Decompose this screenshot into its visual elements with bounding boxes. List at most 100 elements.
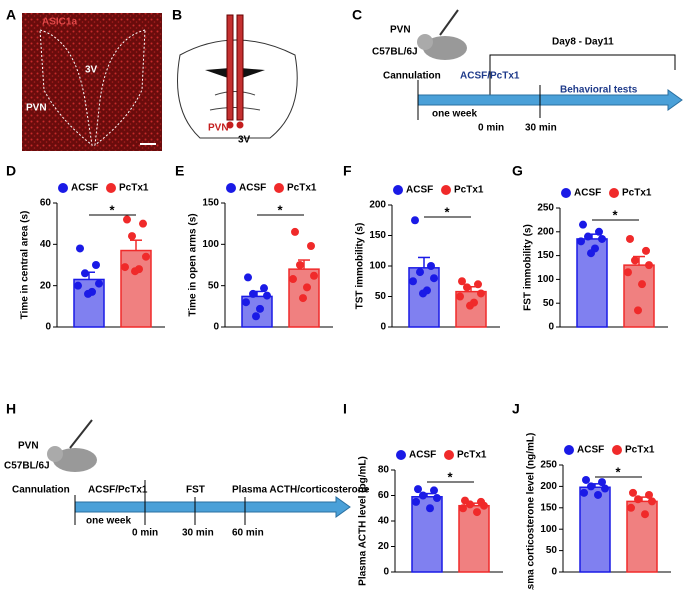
micrograph <box>22 13 162 151</box>
data-point <box>601 484 609 493</box>
significance-label: * <box>615 464 621 479</box>
site-label: PVN <box>390 25 411 36</box>
legend-label: ACSF <box>71 183 98 194</box>
legend-label: ACSF <box>406 185 433 196</box>
panel-a: A ASIC1a 3V PVN <box>6 7 162 151</box>
data-point <box>645 490 653 499</box>
data-point <box>626 234 634 243</box>
y-tick-label: 20 <box>40 280 52 291</box>
data-point <box>289 275 297 284</box>
legend-marker <box>441 185 451 195</box>
step-label: Cannulation <box>383 71 441 82</box>
bar <box>458 504 490 573</box>
data-point <box>81 269 89 278</box>
y-tick-label: 40 <box>378 516 390 527</box>
data-point <box>477 289 485 298</box>
legend-marker <box>564 445 574 455</box>
panel-label: D <box>6 163 16 179</box>
data-point <box>95 279 103 288</box>
significance-label: * <box>612 207 618 222</box>
y-tick-label: 0 <box>548 322 554 333</box>
y-tick-label: 50 <box>375 291 387 302</box>
data-point <box>142 252 150 261</box>
significance-label: * <box>447 469 453 484</box>
panel-label: I <box>343 401 347 417</box>
data-point <box>249 289 257 298</box>
data-point <box>412 497 420 506</box>
panel-label: C <box>352 7 362 23</box>
panel-label: H <box>6 401 16 417</box>
data-point <box>598 234 606 243</box>
data-point <box>634 495 642 504</box>
y-axis-label: Time in open arms (s) <box>188 213 199 316</box>
panel-label: B <box>172 7 182 23</box>
data-point <box>631 256 639 265</box>
data-point <box>430 486 438 495</box>
time-label: 30 min <box>182 528 214 539</box>
y-tick-label: 150 <box>540 502 557 513</box>
data-point <box>426 504 434 513</box>
legend-label: PcTx1 <box>625 445 655 456</box>
panel-c: C PVN C57BL/6J Cannulation Day8 - Day11 … <box>352 7 683 134</box>
data-point <box>291 227 299 236</box>
data-point <box>595 227 603 236</box>
y-tick-label: 0 <box>213 322 219 333</box>
y-axis-label: Plasma ACTH level (pg/mL) <box>358 456 369 586</box>
data-point <box>74 281 82 290</box>
period-label: one week <box>86 516 131 527</box>
time-label: 0 min <box>132 528 158 539</box>
data-point <box>299 294 307 303</box>
panel-h: H PVN C57BL/6J Cannulation ACSF/PcTx1 FS… <box>4 401 370 539</box>
data-point <box>310 271 318 280</box>
legend-marker <box>612 445 622 455</box>
data-point <box>466 500 474 509</box>
data-point <box>256 304 264 313</box>
legend-label: ACSF <box>239 183 266 194</box>
mouse-icon <box>417 34 433 50</box>
legend-marker <box>561 188 571 198</box>
drug-label: ACSF/PcTx1 <box>460 71 520 82</box>
data-point <box>463 283 471 292</box>
y-tick-label: 100 <box>202 239 219 250</box>
data-point <box>307 241 315 250</box>
data-point <box>459 504 467 513</box>
data-point <box>629 488 637 497</box>
timeline-arrow <box>74 496 351 518</box>
data-point <box>430 274 438 283</box>
y-axis-label: Plasma corticosterone level (ng/mL) <box>526 433 537 590</box>
data-point <box>260 284 268 293</box>
bracket <box>489 54 676 97</box>
data-point <box>296 261 304 269</box>
data-point <box>419 491 427 500</box>
significance-label: * <box>444 204 450 219</box>
legend-marker <box>226 183 236 193</box>
tests-label: Behavioral tests <box>560 85 638 96</box>
pvn-dot <box>226 121 234 129</box>
data-point <box>458 277 466 286</box>
data-point <box>638 280 646 289</box>
legend-marker <box>396 450 406 460</box>
data-point <box>263 291 271 300</box>
panel-label: E <box>175 163 184 179</box>
sample-label: Plasma ACTH/corticosterone <box>232 485 370 496</box>
y-tick-label: 0 <box>551 567 557 578</box>
y-tick-label: 250 <box>540 460 557 471</box>
y-tick-label: 200 <box>537 226 554 237</box>
stain-label: ASIC1a <box>42 17 77 28</box>
time-label: 30 min <box>525 123 557 134</box>
brain-structure <box>209 91 261 111</box>
data-point <box>584 232 592 241</box>
legend-marker <box>444 450 454 460</box>
data-point <box>645 261 653 270</box>
data-point <box>627 503 635 512</box>
test-label: FST <box>186 485 205 496</box>
y-tick-label: 50 <box>546 545 558 556</box>
y-tick-label: 0 <box>383 567 389 578</box>
data-point <box>579 220 587 229</box>
y-axis-label: FST immobility (s) <box>523 224 534 311</box>
y-tick-label: 40 <box>40 239 52 250</box>
panel-label: A <box>6 7 16 23</box>
y-tick-label: 60 <box>40 198 52 209</box>
data-point <box>594 490 602 499</box>
y-tick-label: 150 <box>202 198 219 209</box>
